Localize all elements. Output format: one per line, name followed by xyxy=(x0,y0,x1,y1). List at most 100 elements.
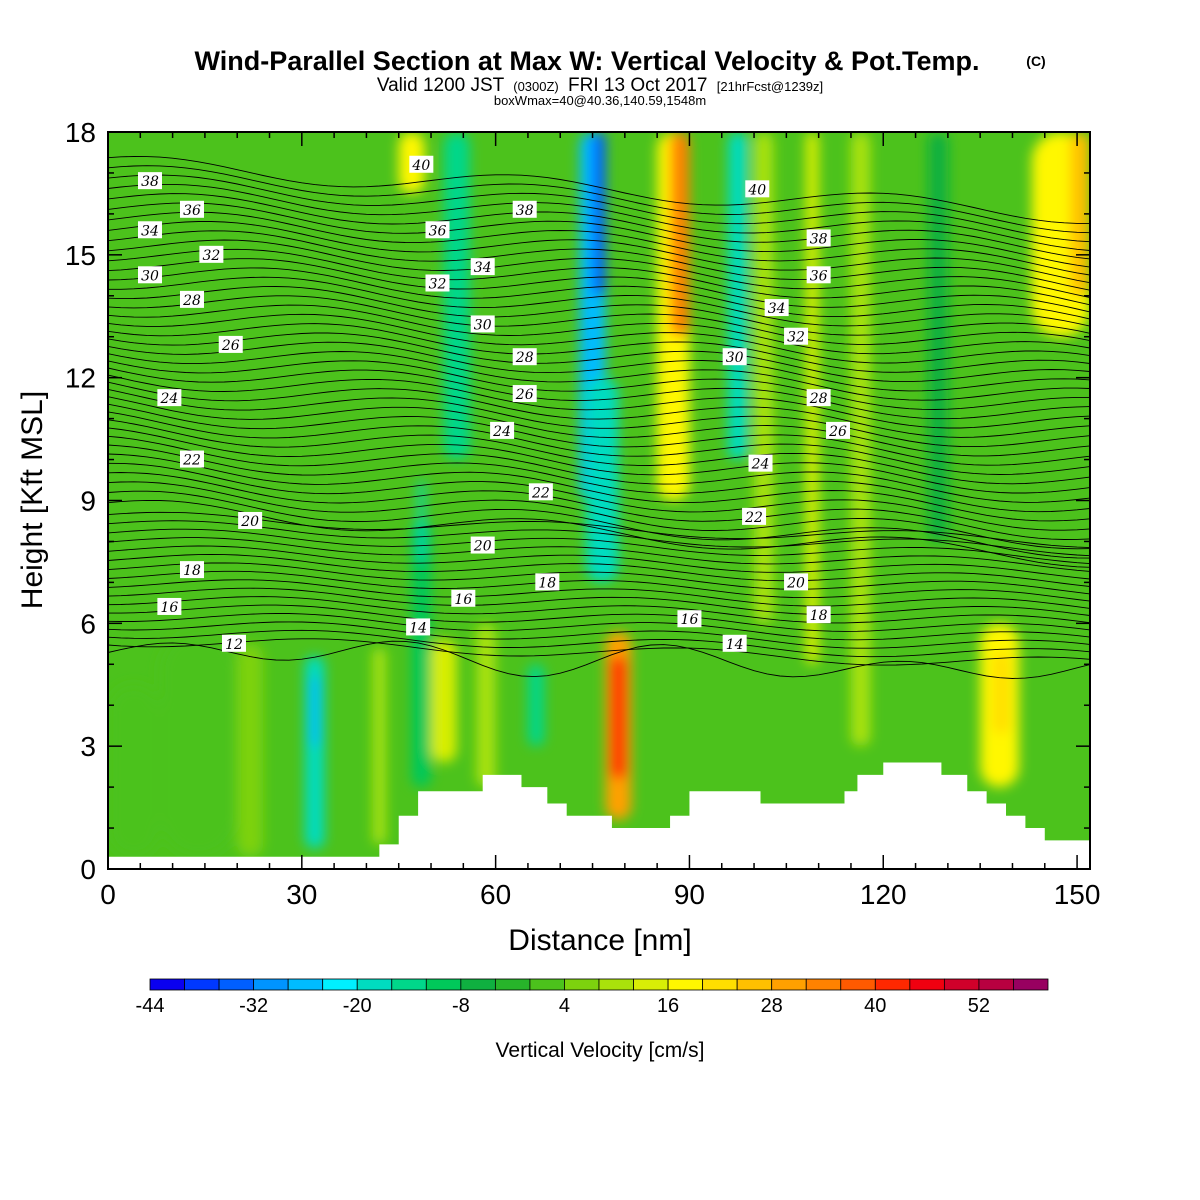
y-tick-label: 12 xyxy=(65,363,96,394)
colorbar-swatch xyxy=(425,978,462,991)
theta-contour-label: 20 xyxy=(238,511,263,530)
velocity-cell xyxy=(527,664,545,747)
theta-contour xyxy=(108,388,1090,448)
velocity-cell xyxy=(928,132,948,542)
theta-contour-label: 14 xyxy=(722,634,747,653)
theta-contour xyxy=(108,211,1090,276)
svg-text:20: 20 xyxy=(240,514,259,530)
colorbar-swatch xyxy=(322,978,358,991)
forecast-info: [21hrFcst@1239z] xyxy=(717,79,823,94)
theta-contour-label: 16 xyxy=(157,597,182,616)
theta-contour-label: 12 xyxy=(221,634,246,653)
theta-contour xyxy=(108,490,1090,559)
svg-text:26: 26 xyxy=(221,338,240,354)
theta-contour-label: 18 xyxy=(806,606,831,624)
svg-text:30: 30 xyxy=(726,350,744,366)
svg-text:26: 26 xyxy=(828,424,847,440)
theta-contour xyxy=(108,481,1090,550)
theta-contour xyxy=(108,258,1090,313)
svg-text:34: 34 xyxy=(474,260,492,276)
theta-contour xyxy=(108,396,1090,457)
theta-contour-label: 30 xyxy=(470,315,495,333)
colorbar-swatch xyxy=(736,978,773,991)
theta-contour xyxy=(108,276,1090,327)
theta-contour xyxy=(108,579,1090,609)
theta-contour xyxy=(108,427,1090,494)
colorbar-swatch xyxy=(218,978,255,991)
velocity-cell xyxy=(159,631,238,857)
theta-contour-label: 36 xyxy=(806,266,831,284)
theta-contour xyxy=(108,202,1090,268)
velocity-cell xyxy=(670,132,690,337)
svg-text:22: 22 xyxy=(744,510,763,526)
colorbar-tick-label: -44 xyxy=(136,995,165,1017)
contour-labels: 4038363432302826242220181612383634323028… xyxy=(137,155,851,653)
theta-contour xyxy=(108,570,1090,602)
colorbar-label: Vertical Velocity [cm/s] xyxy=(496,1039,705,1062)
theta-contour xyxy=(108,230,1090,291)
colorbar-swatch xyxy=(598,978,634,991)
velocity-cell xyxy=(418,480,425,562)
plot-area: 4038363432302826242220181612383634323028… xyxy=(108,132,1090,869)
theta-contour-label: 14 xyxy=(406,618,431,636)
theta-contour xyxy=(108,419,1090,485)
colorbar-swatch xyxy=(287,978,324,991)
svg-text:32: 32 xyxy=(787,330,805,346)
velocity-cell xyxy=(108,684,160,857)
colorbar-swatch xyxy=(529,978,565,991)
theta-contour-label: 38 xyxy=(806,229,831,247)
colorbar-swatch xyxy=(702,978,738,991)
theta-contour-label: 20 xyxy=(470,536,495,555)
theta-contour xyxy=(108,381,1090,438)
theta-contour-label: 16 xyxy=(451,589,476,608)
theta-contour xyxy=(108,193,1090,260)
theta-contour-label: 26 xyxy=(218,335,243,354)
theta-contour-label: 20 xyxy=(784,573,809,591)
theta-contour xyxy=(108,351,1090,401)
svg-text:28: 28 xyxy=(809,391,828,407)
theta-contour xyxy=(108,221,1090,284)
colorbar-tick-label: -8 xyxy=(452,995,470,1017)
velocity-cell xyxy=(310,676,320,747)
svg-text:18: 18 xyxy=(183,563,201,579)
terrain-mask xyxy=(108,762,1090,869)
theta-contour-label: 40 xyxy=(409,155,434,174)
theta-contour xyxy=(108,638,1090,666)
title-copyright-mark: (C) xyxy=(1026,53,1045,69)
theta-contour xyxy=(108,528,1090,565)
theta-contour xyxy=(108,286,1090,336)
colorbar-swatch xyxy=(494,978,531,991)
theta-contour xyxy=(108,332,1090,383)
colorbar-swatch xyxy=(633,978,669,991)
svg-text:40: 40 xyxy=(747,182,766,198)
theta-contour xyxy=(108,562,1090,595)
x-tick-label: 90 xyxy=(674,879,705,910)
theta-contour xyxy=(108,499,1090,568)
y-tick-label: 9 xyxy=(80,486,96,517)
velocity-cell xyxy=(592,132,606,296)
theta-contour-label: 28 xyxy=(806,389,831,407)
theta-contour-label: 28 xyxy=(512,348,537,366)
theta-contour xyxy=(108,341,1090,392)
svg-text:12: 12 xyxy=(225,637,243,653)
colorbar-swatch xyxy=(460,978,496,991)
theta-contour-label: 24 xyxy=(157,389,182,407)
svg-text:38: 38 xyxy=(516,203,534,219)
theta-contour-label: 22 xyxy=(179,450,204,469)
y-axis-label: Height [Kft MSL] xyxy=(16,391,49,609)
theta-contour-label: 32 xyxy=(199,245,224,264)
theta-contour-label: 22 xyxy=(742,507,767,526)
x-axis: 0 30 60 90 120 150 xyxy=(100,132,1100,910)
chart-subtitle: Valid 1200 JST (0300Z) FRI 13 Oct 2017 [… xyxy=(377,75,823,96)
box-max-info: boxWmax=40@40.36,140.59,1548m xyxy=(494,93,706,108)
chart-title: Wind-Parallel Section at Max W: Vertical… xyxy=(195,46,980,76)
colorbar-swatch xyxy=(805,978,842,991)
velocity-cell xyxy=(372,647,386,845)
colorbar-tick-label: 16 xyxy=(657,995,679,1017)
theta-contour xyxy=(108,267,1090,320)
colorbar: -44 -32 -20 -8 4 16 28 40 52 xyxy=(136,978,1049,1017)
theta-contour xyxy=(108,596,1090,624)
velocity-field xyxy=(108,132,1090,857)
colorbar-tick-label: -32 xyxy=(239,995,268,1017)
